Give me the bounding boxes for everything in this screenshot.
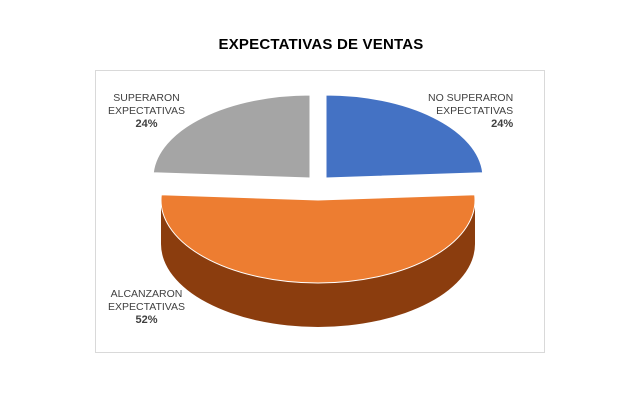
slice-label-no-superaron: NO SUPERARON EXPECTATIVAS 24% xyxy=(428,92,513,131)
slice-label-superaron: SUPERARON EXPECTATIVAS 24% xyxy=(108,92,185,131)
slice-value-label: 24% xyxy=(135,118,158,130)
slice-label-line: EXPECTATIVAS xyxy=(108,105,186,117)
slice-label-line: EXPECTATIVAS xyxy=(436,105,514,117)
pie-slice xyxy=(160,194,476,284)
slice-value-label: 24% xyxy=(491,118,514,130)
pie-slice-side xyxy=(161,200,475,327)
slice-label-line: ALCANZARON xyxy=(110,288,183,300)
slice-label-line: SUPERARON xyxy=(113,92,180,104)
pie-slice xyxy=(325,94,484,179)
slice-label-line: EXPECTATIVAS xyxy=(108,301,186,313)
slice-label-line: NO SUPERARON xyxy=(428,92,514,104)
slice-value-label: 52% xyxy=(135,314,158,326)
slice-label-alcanzaron: ALCANZARON EXPECTATIVAS 52% xyxy=(108,288,185,327)
chart-title: EXPECTATIVAS DE VENTAS xyxy=(218,36,424,53)
pie-slice xyxy=(152,94,311,179)
